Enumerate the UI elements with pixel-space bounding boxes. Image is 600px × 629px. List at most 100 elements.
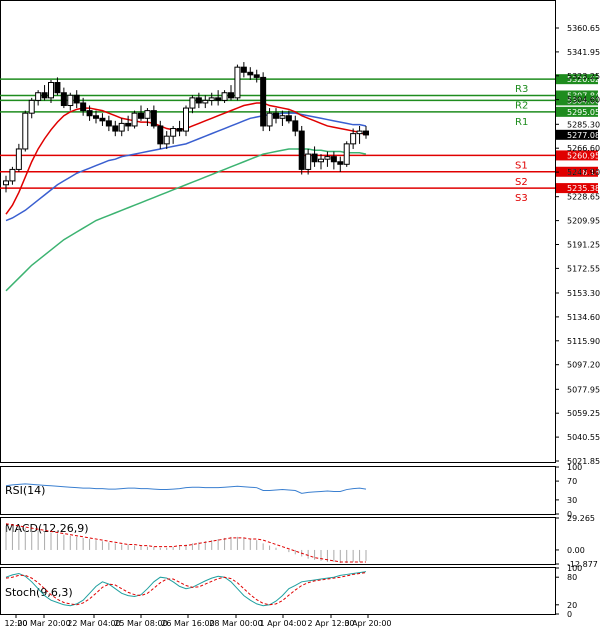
y-tick-label: 5304.60 <box>567 96 600 105</box>
level-price-tag-text: 5304.00 <box>567 96 600 105</box>
candle-body <box>22 112 29 150</box>
x-tick-label: 26 Mar 16:00 <box>161 619 214 628</box>
candle-body <box>215 97 222 101</box>
x-tick-label: 3 Apr 20:00 <box>344 619 391 628</box>
candle-body <box>234 66 241 99</box>
level-label: R3 <box>515 84 528 95</box>
candle-body <box>28 99 35 114</box>
candle-body <box>125 122 132 127</box>
candle-body <box>73 94 80 104</box>
level-label: S1 <box>515 160 528 171</box>
candle-body <box>337 161 344 165</box>
y-tick-label: 5228.65 <box>567 193 600 202</box>
stoch-tick-label: 100 <box>567 564 582 573</box>
candle-body <box>176 128 183 132</box>
candle-body <box>48 82 54 99</box>
rsi-tick-label: 30 <box>567 496 577 505</box>
candle-body <box>67 94 74 107</box>
y-tick-label: 5247.90 <box>567 168 600 177</box>
y-tick-label: 5172.55 <box>567 264 600 273</box>
level-label: R2 <box>515 100 528 111</box>
current-price-tag <box>556 129 598 140</box>
level-price-tag-text: 5260.95 <box>567 151 600 160</box>
candle-body <box>305 153 312 170</box>
macd-tick-label: 29.265 <box>567 514 595 523</box>
candle-body <box>150 110 157 127</box>
level-price-tag <box>556 95 598 106</box>
x-tick-label: 25 Mar 08:00 <box>114 619 167 628</box>
candle-body <box>189 97 196 109</box>
candle-body <box>99 117 106 122</box>
candle-body <box>60 92 67 107</box>
level-price-tag <box>556 183 598 194</box>
stoch-tick-label: 80 <box>567 573 577 582</box>
stoch-label: Stoch(9,6,3) <box>5 586 73 599</box>
candle-body <box>35 92 42 101</box>
candle-body <box>86 110 93 117</box>
candle-body <box>311 153 318 163</box>
x-tick-label: 1 Apr 04:00 <box>259 619 306 628</box>
candle-body <box>202 99 209 104</box>
price-panel <box>0 0 556 463</box>
candle-body <box>170 128 177 137</box>
rsi-tick-label: 0 <box>567 510 572 519</box>
x-tick-label: 2 Apr 12:00 <box>307 619 354 628</box>
candle-body <box>343 143 350 165</box>
level-price-tag <box>556 166 598 177</box>
rsi-panel <box>0 466 556 515</box>
candle-body <box>324 156 331 160</box>
candle-body <box>247 71 254 76</box>
x-tick-label: 28 Mar 00:00 <box>209 619 262 628</box>
candle-body <box>3 180 9 186</box>
candle-body <box>80 102 87 112</box>
candle-body <box>260 76 267 127</box>
candle-body <box>15 148 22 170</box>
stoch-tick-label: 20 <box>567 601 577 610</box>
y-tick-label: 5285.30 <box>567 120 600 129</box>
y-tick-label: 5134.60 <box>567 313 600 322</box>
candle-body <box>273 112 279 119</box>
level-price-tag <box>556 106 598 117</box>
candle-body <box>356 130 363 135</box>
macd-panel <box>0 517 556 565</box>
candle-body <box>253 74 260 78</box>
y-tick-label: 5097.20 <box>567 361 600 370</box>
candle-body <box>330 156 337 163</box>
candle-body <box>41 92 48 99</box>
ma-blue-line <box>5 112 367 222</box>
level-price-tag-text: 5235.38 <box>567 184 600 193</box>
level-price-tag <box>556 74 598 85</box>
y-axis: 5360.65 5341.95 5323.25 5304.60 5285.30 5266.… <box>555 24 600 466</box>
candle-body <box>183 107 189 132</box>
macd-signal-line <box>5 523 366 563</box>
level-label: S2 <box>515 177 528 188</box>
y-tick-label: 5021.85 <box>567 457 600 466</box>
y-tick-label: 5040.55 <box>567 433 600 442</box>
y-tick-label: 5266.60 <box>567 144 600 153</box>
candle-body <box>221 92 228 101</box>
level-price-tag-text: 5248.16 <box>567 168 600 177</box>
y-tick-label: 5059.25 <box>567 409 600 418</box>
candle-body <box>9 168 16 182</box>
x-tick-label: 20 Mar 20:00 <box>17 619 70 628</box>
y-tick-label: 5077.95 <box>567 385 600 394</box>
candle-body <box>240 66 247 73</box>
y-tick-label: 5360.65 <box>567 24 600 33</box>
rsi-label: RSI(14) <box>5 484 45 497</box>
candle-body <box>279 115 286 119</box>
candle-body <box>195 97 202 104</box>
candle-body <box>350 133 357 145</box>
candles <box>3 62 369 193</box>
candle-body <box>157 125 164 145</box>
y-tick-label: 5323.25 <box>567 72 600 81</box>
rsi-indicator: RSI(14) 100 70 30 0 <box>5 463 582 519</box>
macd-indicator: MACD(12,26,9) 29.265 0.00 -12.877 <box>5 514 598 569</box>
candle-body <box>112 125 119 132</box>
candle-body <box>105 120 112 127</box>
rsi-line <box>5 483 367 494</box>
candle-body <box>298 130 305 170</box>
x-tick-label: 22 Mar 04:00 <box>67 619 120 628</box>
